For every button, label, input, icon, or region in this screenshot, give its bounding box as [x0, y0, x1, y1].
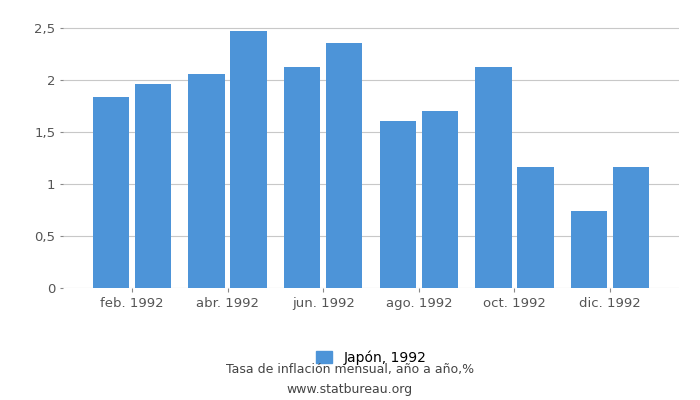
- Bar: [475, 67, 512, 288]
- Bar: [134, 84, 171, 288]
- Bar: [230, 31, 267, 288]
- Bar: [92, 98, 129, 288]
- Bar: [326, 43, 363, 288]
- Text: Tasa de inflación mensual, año a año,%: Tasa de inflación mensual, año a año,%: [226, 364, 474, 376]
- Bar: [379, 121, 416, 288]
- Bar: [188, 74, 225, 288]
- Bar: [421, 111, 458, 288]
- Bar: [517, 167, 554, 288]
- Bar: [571, 211, 608, 288]
- Text: www.statbureau.org: www.statbureau.org: [287, 384, 413, 396]
- Bar: [613, 167, 650, 288]
- Bar: [284, 67, 321, 288]
- Legend: Japón, 1992: Japón, 1992: [310, 345, 432, 370]
